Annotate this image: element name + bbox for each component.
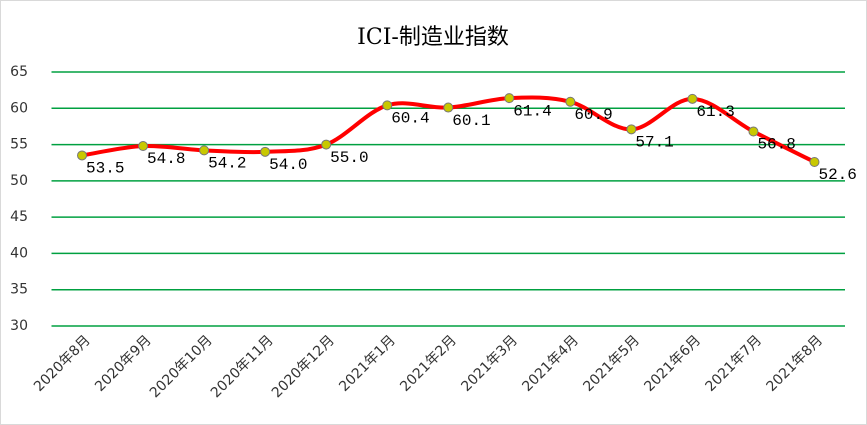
data-label: 54.0 <box>269 156 307 174</box>
y-tick-label: 60 <box>10 100 28 116</box>
marker <box>260 146 271 157</box>
marker <box>382 100 393 111</box>
data-label: 52.6 <box>818 166 856 184</box>
data-label: 54.2 <box>208 155 246 173</box>
marker <box>504 93 515 104</box>
marker <box>565 96 576 107</box>
marker <box>321 139 332 150</box>
y-tick-label: 50 <box>10 173 28 189</box>
data-label: 55.0 <box>330 149 368 167</box>
marker <box>138 141 149 152</box>
data-label: 60.4 <box>391 110 429 128</box>
data-label: 54.8 <box>147 150 185 168</box>
chart-title: ICI-制造业指数 <box>357 25 509 50</box>
y-tick-label: 35 <box>10 282 28 298</box>
data-label: 60.1 <box>452 112 490 130</box>
marker <box>626 124 637 135</box>
y-tick-label: 65 <box>10 64 28 80</box>
marker <box>77 150 88 161</box>
marker <box>443 102 454 113</box>
data-label: 56.8 <box>757 136 795 154</box>
data-label: 53.5 <box>86 160 124 178</box>
y-tick-label: 55 <box>10 137 28 153</box>
data-label: 61.3 <box>696 103 734 121</box>
marker <box>748 126 759 137</box>
y-tick-label: 40 <box>10 245 28 261</box>
y-tick-label: 45 <box>10 209 28 225</box>
data-label: 57.1 <box>635 134 673 152</box>
y-tick-label: 30 <box>10 318 28 334</box>
data-label: 60.9 <box>574 106 612 124</box>
marker <box>199 145 210 156</box>
marker <box>687 93 698 104</box>
data-label: 61.4 <box>513 102 551 120</box>
marker <box>809 156 820 167</box>
